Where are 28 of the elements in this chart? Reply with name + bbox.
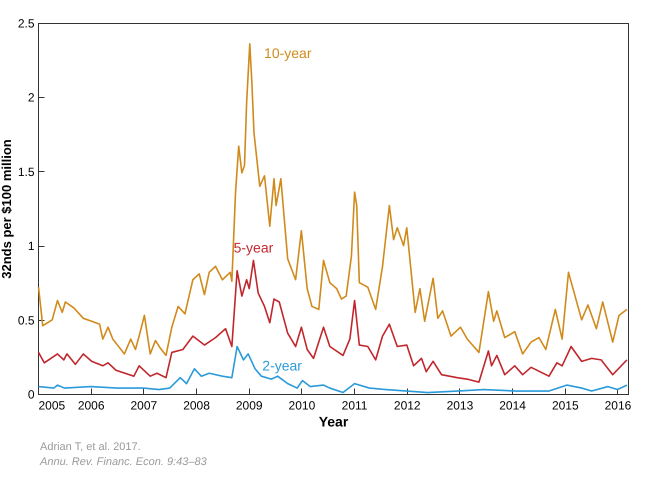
x-tick-label: 2008 [183,398,210,412]
y-axis-title: 32nds per $100 million [0,139,14,279]
y-tick-label: 0 [28,388,35,402]
x-tick-label: 2016 [604,398,632,412]
text: Adrian T, et al. 2017. [40,440,142,455]
line-series [38,42,628,356]
line-series [38,260,628,383]
x-tick-label: 2011 [342,398,368,412]
line-series [38,346,628,394]
x-tick-label: 2005 [38,398,66,412]
y-tick-label: 2 [28,90,35,105]
series-label: 5-year [234,239,274,256]
y-tick-label: 0.5 [18,313,35,328]
x-tick-label: 2013 [446,398,474,412]
x-tick-label: 2012 [394,398,421,412]
series-label: 2-year [262,358,302,374]
series-label: 10-year [264,44,312,61]
x-tick-label: 2007 [130,398,158,412]
y-tick-label: 1 [28,239,35,254]
x-tick-label: 2015 [552,398,579,412]
x-tick-label: 2006 [78,398,105,412]
x-tick-label: 2010 [288,398,316,412]
y-tick-label: 1.5 [18,164,35,179]
x-tick-label: 2009 [236,398,263,412]
text: Annu. Rev. Financ. Econ. 9:43–83 [40,455,207,470]
x-axis-title: Year [318,414,349,430]
y-tick-label: 2.5 [18,16,35,30]
x-tick-label: 2014 [499,398,526,412]
